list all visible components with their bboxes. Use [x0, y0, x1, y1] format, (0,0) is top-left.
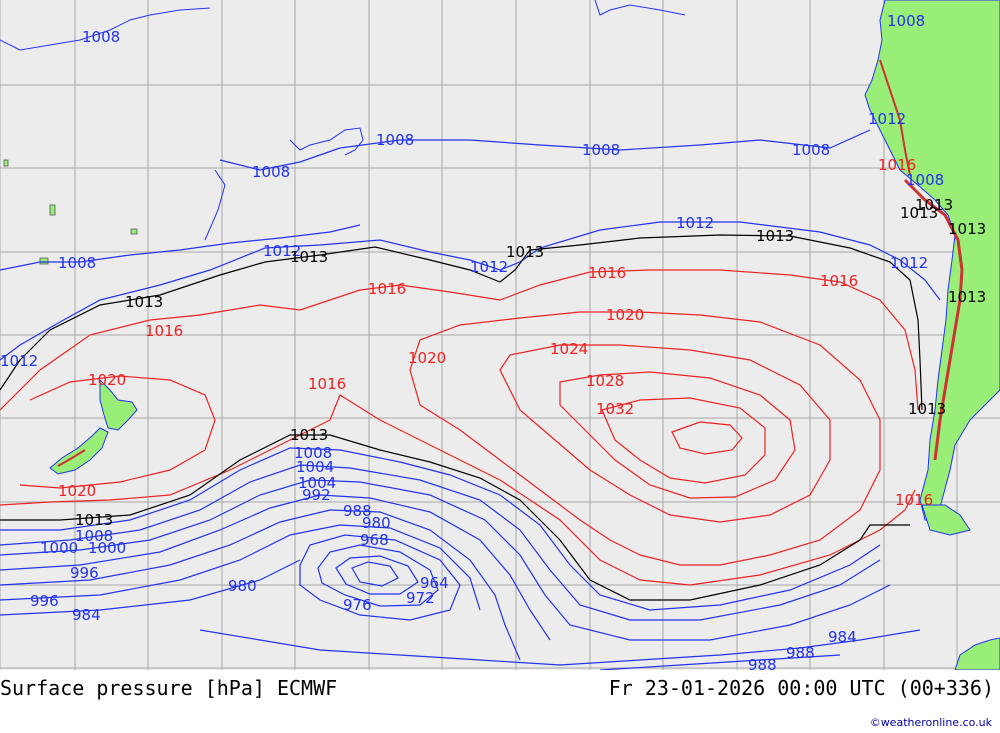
isobar-label: 1013	[915, 196, 953, 214]
isobar-label: 972	[406, 589, 435, 607]
isobar-label: 1012	[0, 352, 38, 370]
isobar-label: 988	[343, 502, 372, 520]
isobar-label: 1013	[125, 293, 163, 311]
isobar-label: 976	[343, 596, 372, 614]
new-zealand-north-island	[99, 378, 138, 431]
isobar-label: 1008	[792, 141, 830, 159]
isobar-label: 988	[748, 656, 777, 670]
isobar-label: 996	[70, 564, 99, 582]
isobar-label: 1012	[676, 214, 714, 232]
isobar-label: 1008	[75, 527, 113, 545]
isobar-label: 1008	[906, 171, 944, 189]
coast-outlines	[0, 0, 686, 241]
isobar-label: 988	[786, 644, 815, 662]
isobar-label: 1000	[40, 539, 78, 557]
isobar-label: 996	[30, 592, 59, 610]
isobar-label: 1012	[263, 242, 301, 260]
isobar-label: 980	[228, 577, 257, 595]
isobar-label: 980	[362, 514, 391, 532]
isobar-labels: 1008 1008 1008 1008 1008 1008 1008 1008 1012 1012…	[0, 0, 986, 674]
isobar-label: 1008	[58, 254, 96, 272]
antarctic-peninsula	[954, 637, 1000, 671]
isobar-label: 1016	[308, 375, 346, 393]
isobar-label: 968	[360, 531, 389, 549]
isobar-label: 1008	[252, 163, 290, 181]
andes-ridge-north	[879, 59, 911, 176]
new-zealand-alps	[57, 449, 86, 467]
isobar-label: 1020	[408, 349, 446, 367]
isobar-label: 1004	[298, 474, 336, 492]
isobar-label: 1013	[756, 227, 794, 245]
isobars	[0, 129, 941, 671]
isobar-label: 1013	[290, 426, 328, 444]
isobar-label: 1008	[376, 131, 414, 149]
new-zealand-south-island	[49, 427, 109, 475]
isobar-label: 1016	[820, 272, 858, 290]
isobar-label: 1012	[470, 258, 508, 276]
isobar-label: 984	[0, 0, 29, 4]
isobar-label: 1008	[294, 444, 332, 462]
isobar-label: 984	[828, 628, 857, 646]
isobar-label: 1012	[890, 254, 928, 272]
isobar-label: 1000	[88, 539, 126, 557]
isobar-label: 1024	[550, 340, 588, 358]
isobar-label: 1016	[145, 322, 183, 340]
isobar-label: 964	[420, 574, 449, 592]
isobar-label: 1008	[582, 141, 620, 159]
map-canvas: 60E170E180170W160W150W140W130W120W110W10…	[0, 0, 1000, 685]
isobar-label: 1008	[82, 28, 120, 46]
tierra-del-fuego	[921, 504, 971, 536]
isobar-label: 1013	[900, 204, 938, 222]
south-america-land	[864, 0, 1000, 523]
isobar-label: 1016	[895, 491, 933, 509]
isobar-label: 1013	[290, 248, 328, 266]
isobar-label: 1016	[368, 280, 406, 298]
credit-link[interactable]: ©weatheronline.co.uk	[869, 716, 992, 729]
isobar-label: 1013	[75, 511, 113, 529]
isobar-label: 992	[302, 486, 331, 504]
map-title: Surface pressure [hPa] ECMWF	[0, 676, 338, 700]
isobar-label: 1020	[58, 482, 96, 500]
isobar-label: 1004	[296, 458, 334, 476]
andes-ridge	[903, 178, 964, 461]
isobar-label: 1013	[506, 243, 544, 261]
isobar-label: 1028	[586, 372, 624, 390]
isobar-label: 1016	[878, 156, 916, 174]
isobar-label: 1008	[887, 12, 925, 30]
isobar-label: 1013	[948, 220, 986, 238]
isobar-label: 1016	[588, 264, 626, 282]
forecast-timestamp: Fr 23-01-2026 00:00 UTC (00+336)	[608, 676, 994, 700]
isobar-label: 1013	[908, 400, 946, 418]
isobar-label: 984	[72, 606, 101, 624]
isobar-label: 980	[0, 0, 29, 4]
isobar-label: 1013	[948, 288, 986, 306]
isobar-label: 1032	[596, 400, 634, 418]
isobar-label: 1020	[88, 371, 126, 389]
isobar-label: 1012	[868, 110, 906, 128]
pacific-islands	[3, 159, 138, 265]
pressure-map: 60E170E180170W160W150W140W130W120W110W10…	[0, 0, 1000, 685]
isobar-label: 1020	[606, 306, 644, 324]
